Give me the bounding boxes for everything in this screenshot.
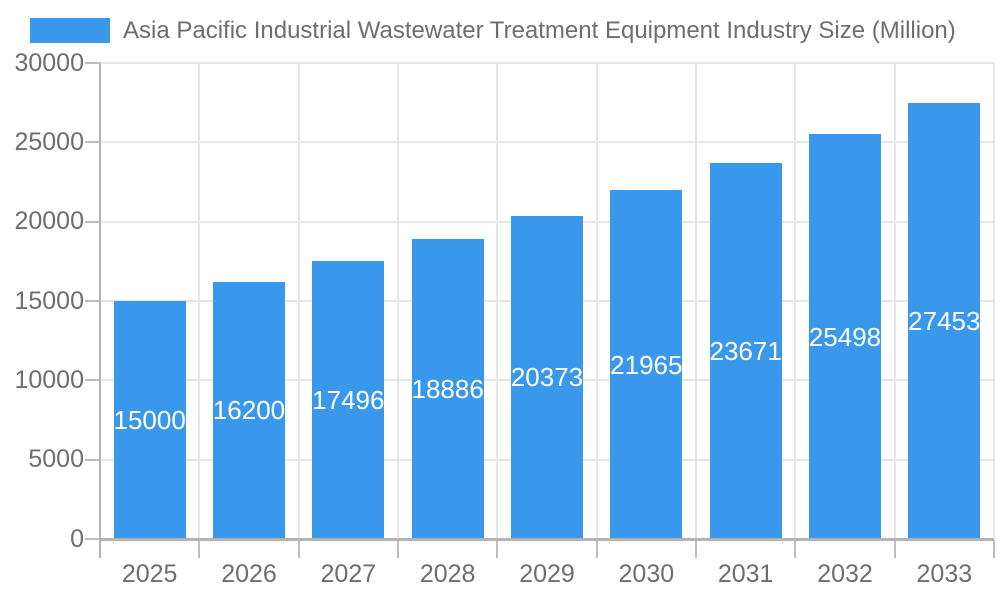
x-axis-tick xyxy=(397,540,399,558)
y-axis-label: 20000 xyxy=(14,207,84,236)
bar-2030 xyxy=(610,190,683,538)
x-axis-label: 2031 xyxy=(717,560,774,588)
y-axis-label: 15000 xyxy=(14,286,84,315)
x-gridline xyxy=(595,63,598,539)
bar-2026 xyxy=(213,281,285,538)
bar-2025 xyxy=(113,301,186,538)
y-axis-tick xyxy=(85,300,100,302)
bar-2027 xyxy=(312,261,385,538)
x-axis-label: 2029 xyxy=(519,560,575,588)
bar-value-label: 17496 xyxy=(312,385,385,416)
x-axis-tick xyxy=(496,540,499,558)
bar-2033 xyxy=(908,103,981,538)
y-axis-label: 25000 xyxy=(14,127,84,156)
x-axis-tick xyxy=(893,540,896,558)
y-axis-tick xyxy=(85,141,100,144)
bar-value-label: 18886 xyxy=(411,374,484,405)
x-axis-tick xyxy=(993,540,995,558)
bar-value-label: 21965 xyxy=(610,349,683,380)
x-gridline xyxy=(794,63,797,539)
bar-2032 xyxy=(809,134,881,538)
x-axis-label: 2030 xyxy=(618,560,675,588)
y-axis-tick xyxy=(85,538,100,540)
bar-value-label: 16200 xyxy=(212,395,286,426)
y-gridline xyxy=(100,62,994,64)
legend-swatch-icon xyxy=(30,18,110,43)
y-gridline xyxy=(100,141,994,144)
bar-2029 xyxy=(511,215,583,538)
bar-value-label: 23671 xyxy=(709,336,782,367)
y-axis-label: 10000 xyxy=(14,365,84,394)
y-axis-tick xyxy=(85,62,100,64)
x-gridline xyxy=(397,63,399,539)
x-axis-tick xyxy=(297,540,300,558)
y-axis-label: 30000 xyxy=(14,48,84,77)
y-axis-tick xyxy=(85,379,100,382)
x-gridline xyxy=(198,63,201,539)
bar-2028 xyxy=(411,239,484,538)
bar-value-label: 27453 xyxy=(908,306,981,337)
y-axis-label: 0 xyxy=(70,524,84,553)
x-gridline xyxy=(496,63,499,539)
x-gridline xyxy=(695,63,697,539)
bar-value-label: 25498 xyxy=(808,321,882,352)
bar-value-label: 15000 xyxy=(113,405,186,435)
chart-title: Asia Pacific Industrial Wastewater Treat… xyxy=(123,17,956,44)
x-axis-label: 2026 xyxy=(221,560,277,588)
x-axis-label: 2027 xyxy=(320,560,377,588)
x-axis-tick xyxy=(595,540,598,558)
x-axis-label: 2033 xyxy=(916,560,973,588)
bar-2031 xyxy=(709,163,782,538)
x-axis-label: 2028 xyxy=(419,560,476,588)
x-axis-label: 2032 xyxy=(817,560,873,588)
x-axis-tick xyxy=(695,540,697,558)
y-axis-tick xyxy=(85,458,100,461)
x-gridline xyxy=(993,63,995,539)
y-axis-line xyxy=(99,63,101,558)
x-axis-tick xyxy=(794,540,797,558)
x-axis-tick xyxy=(198,540,201,558)
x-axis-baseline xyxy=(100,538,994,541)
x-gridline xyxy=(893,63,896,539)
x-axis-label: 2025 xyxy=(121,560,178,588)
y-axis-tick xyxy=(85,220,100,223)
y-axis-label: 5000 xyxy=(28,445,84,474)
x-gridline xyxy=(297,63,300,539)
bar-value-label: 20373 xyxy=(510,362,584,393)
